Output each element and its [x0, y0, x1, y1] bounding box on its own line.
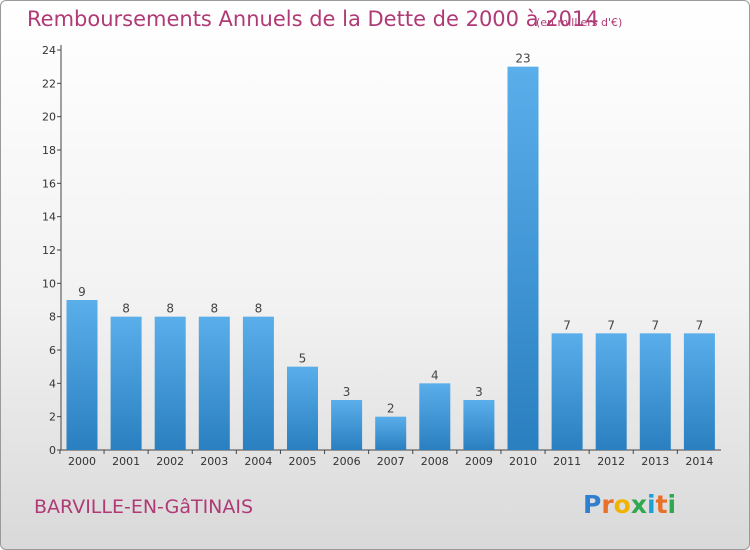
y-tick-label: 24 — [42, 44, 56, 57]
bar — [419, 383, 451, 450]
commune-name: BARVILLE-EN-GâTINAIS — [34, 496, 254, 518]
y-tick-label: 14 — [42, 211, 56, 224]
chart-title: Remboursements Annuels de la Dette de 20… — [27, 7, 599, 31]
data-label: 7 — [563, 318, 571, 332]
y-tick-label: 22 — [42, 77, 56, 90]
bars: 9 8 8 8 8 5 3 2 4 3 23 7 7 7 7 — [66, 52, 715, 451]
y-tick-label: 0 — [49, 444, 56, 457]
data-label: 23 — [515, 52, 530, 66]
y-tick-label: 20 — [42, 111, 56, 124]
bar — [154, 316, 186, 450]
data-label: 4 — [431, 368, 439, 382]
data-label: 8 — [210, 302, 218, 316]
x-tick-label: 2009 — [465, 455, 493, 468]
x-tick-label: 2014 — [685, 455, 713, 468]
logo-letter: i — [647, 490, 656, 519]
data-label: 7 — [696, 318, 704, 332]
data-label: 3 — [475, 385, 483, 399]
logo-letter: P — [583, 490, 602, 519]
data-label: 8 — [166, 302, 174, 316]
x-tick-label: 2011 — [553, 455, 581, 468]
bar — [639, 333, 671, 450]
data-label: 9 — [78, 285, 86, 299]
data-label: 5 — [299, 352, 307, 366]
bar — [198, 316, 230, 450]
bar — [287, 366, 318, 450]
logo-letter: x — [630, 490, 647, 519]
bar — [551, 333, 583, 450]
x-tick-label: 2002 — [156, 455, 184, 468]
y-tick-label: 16 — [42, 177, 56, 190]
x-tick-label: 2008 — [421, 455, 449, 468]
bar — [463, 400, 495, 450]
data-label: 8 — [255, 302, 263, 316]
chart-subtitle: (en milliers d'€) — [536, 16, 623, 29]
data-label: 7 — [651, 318, 659, 332]
bar — [66, 300, 98, 450]
bar — [110, 316, 142, 450]
bar — [595, 333, 627, 450]
proxiti-logo[interactable]: Proxiti — [583, 490, 676, 519]
y-tick-label: 12 — [42, 244, 56, 257]
x-tick-label: 2005 — [289, 455, 317, 468]
logo-letter: r — [601, 490, 614, 519]
bar — [683, 333, 715, 450]
logo-letter: t — [655, 490, 668, 519]
y-tick-label: 18 — [42, 144, 56, 157]
logo-letter: o — [613, 490, 631, 519]
x-tick-label: 2006 — [333, 455, 361, 468]
y-tick-label: 10 — [42, 277, 56, 290]
bar — [375, 416, 407, 450]
data-label: 7 — [607, 318, 615, 332]
data-label: 8 — [122, 302, 130, 316]
x-tick-label: 2012 — [597, 455, 625, 468]
logo-letter: i — [667, 490, 677, 519]
y-tick-label: 2 — [49, 411, 56, 424]
x-tick-label: 2004 — [244, 455, 272, 468]
y-tick-label: 6 — [49, 344, 56, 357]
x-tick-label: 2001 — [112, 455, 140, 468]
bar — [331, 400, 363, 450]
y-tick-label: 8 — [49, 311, 56, 324]
bar — [242, 316, 274, 450]
y-tick-label: 4 — [49, 377, 56, 390]
x-tick-label: 2000 — [68, 455, 96, 468]
x-tick-label: 2010 — [509, 455, 537, 468]
x-tick-label: 2003 — [200, 455, 228, 468]
bar — [507, 66, 539, 451]
x-tick-label: 2013 — [641, 455, 669, 468]
data-label: 3 — [343, 385, 351, 399]
data-label: 2 — [387, 402, 395, 416]
x-tick-label: 2007 — [377, 455, 405, 468]
